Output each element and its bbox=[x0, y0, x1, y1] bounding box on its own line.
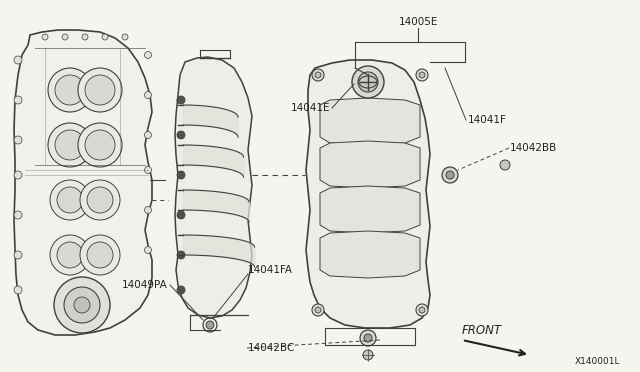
Polygon shape bbox=[320, 98, 420, 145]
Circle shape bbox=[14, 251, 22, 259]
Circle shape bbox=[87, 187, 113, 213]
Circle shape bbox=[57, 187, 83, 213]
Circle shape bbox=[442, 167, 458, 183]
Circle shape bbox=[14, 136, 22, 144]
Circle shape bbox=[82, 34, 88, 40]
Circle shape bbox=[14, 56, 22, 64]
Circle shape bbox=[50, 235, 90, 275]
Text: 14049PA: 14049PA bbox=[122, 280, 168, 290]
Circle shape bbox=[446, 171, 454, 179]
Circle shape bbox=[62, 34, 68, 40]
Circle shape bbox=[145, 131, 152, 138]
Text: FRONT: FRONT bbox=[462, 324, 502, 337]
Text: 14041F: 14041F bbox=[468, 115, 507, 125]
Circle shape bbox=[55, 75, 85, 105]
Circle shape bbox=[80, 235, 120, 275]
Circle shape bbox=[416, 69, 428, 81]
Circle shape bbox=[177, 211, 185, 219]
Circle shape bbox=[206, 321, 214, 329]
Circle shape bbox=[177, 251, 185, 259]
Circle shape bbox=[78, 68, 122, 112]
Text: 14042BB: 14042BB bbox=[510, 143, 557, 153]
Circle shape bbox=[54, 277, 110, 333]
Text: 14005E: 14005E bbox=[398, 17, 438, 27]
Polygon shape bbox=[175, 57, 252, 318]
Circle shape bbox=[87, 242, 113, 268]
Circle shape bbox=[102, 34, 108, 40]
Circle shape bbox=[48, 68, 92, 112]
Circle shape bbox=[14, 211, 22, 219]
Circle shape bbox=[358, 72, 378, 92]
Polygon shape bbox=[320, 141, 420, 188]
Circle shape bbox=[50, 180, 90, 220]
Polygon shape bbox=[320, 231, 420, 278]
Circle shape bbox=[177, 96, 185, 104]
Circle shape bbox=[419, 72, 425, 78]
Circle shape bbox=[360, 330, 376, 346]
Circle shape bbox=[315, 72, 321, 78]
Circle shape bbox=[85, 130, 115, 160]
Circle shape bbox=[57, 242, 83, 268]
Text: 14042BC: 14042BC bbox=[248, 343, 296, 353]
Circle shape bbox=[145, 247, 152, 253]
Circle shape bbox=[42, 34, 48, 40]
Circle shape bbox=[177, 131, 185, 139]
Circle shape bbox=[416, 304, 428, 316]
Circle shape bbox=[145, 92, 152, 99]
Circle shape bbox=[55, 130, 85, 160]
Circle shape bbox=[145, 51, 152, 58]
Circle shape bbox=[85, 75, 115, 105]
Text: 14041FA: 14041FA bbox=[248, 265, 293, 275]
Text: X140001L: X140001L bbox=[575, 357, 620, 366]
Polygon shape bbox=[306, 60, 430, 328]
Circle shape bbox=[352, 66, 384, 98]
Circle shape bbox=[145, 167, 152, 173]
Circle shape bbox=[14, 96, 22, 104]
Circle shape bbox=[48, 123, 92, 167]
Circle shape bbox=[315, 307, 321, 313]
Polygon shape bbox=[14, 30, 152, 335]
Circle shape bbox=[145, 206, 152, 214]
Circle shape bbox=[177, 286, 185, 294]
Circle shape bbox=[363, 350, 373, 360]
Text: 14041E: 14041E bbox=[291, 103, 330, 113]
Circle shape bbox=[177, 171, 185, 179]
Circle shape bbox=[364, 334, 372, 342]
Circle shape bbox=[14, 286, 22, 294]
Polygon shape bbox=[320, 186, 420, 233]
Circle shape bbox=[312, 304, 324, 316]
Circle shape bbox=[312, 69, 324, 81]
Circle shape bbox=[500, 160, 510, 170]
Circle shape bbox=[14, 171, 22, 179]
Circle shape bbox=[419, 307, 425, 313]
Circle shape bbox=[78, 123, 122, 167]
Circle shape bbox=[80, 180, 120, 220]
Circle shape bbox=[122, 34, 128, 40]
Circle shape bbox=[64, 287, 100, 323]
Circle shape bbox=[74, 297, 90, 313]
